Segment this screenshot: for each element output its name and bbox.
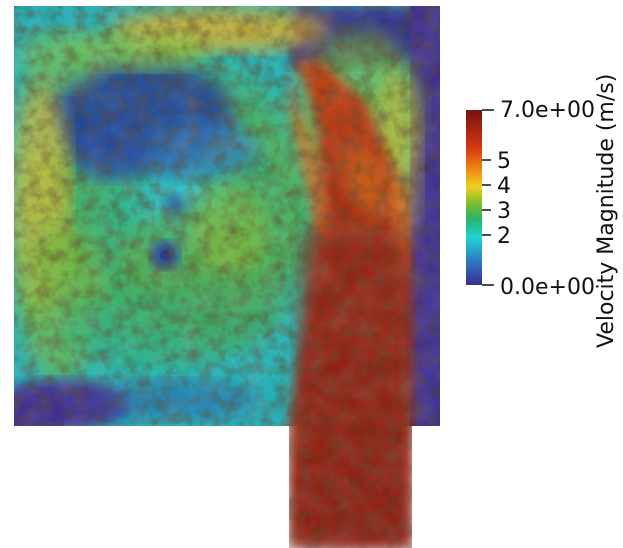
flow-domain bbox=[14, 6, 440, 548]
